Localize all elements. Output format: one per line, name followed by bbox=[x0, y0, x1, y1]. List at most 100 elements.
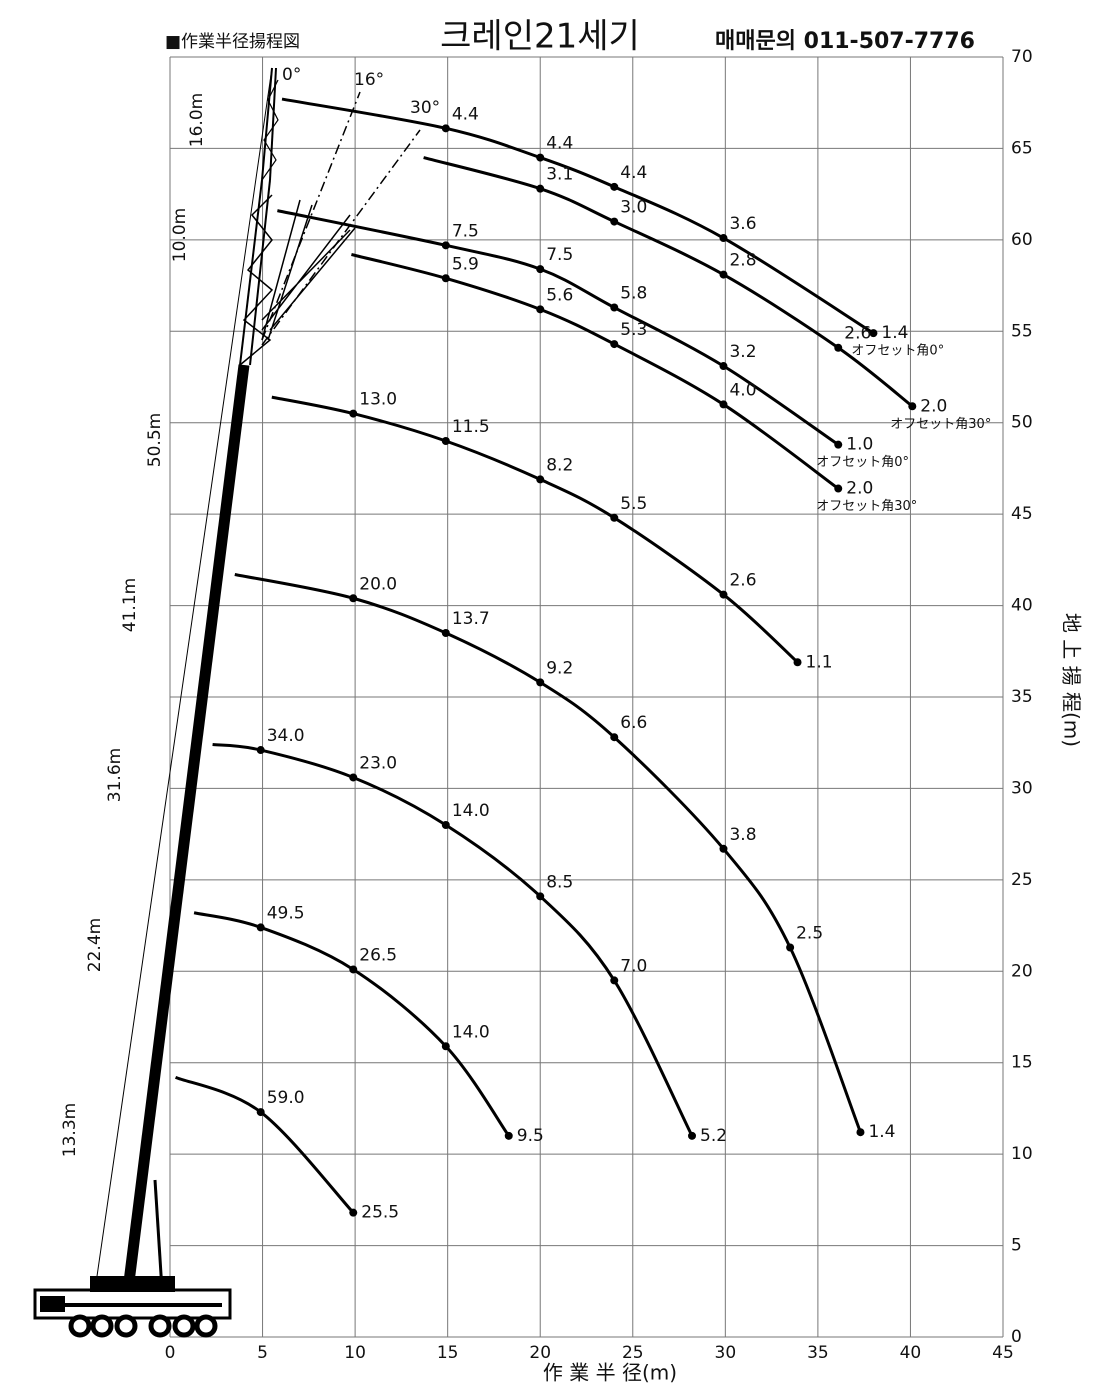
load-label: 5.5 bbox=[620, 494, 647, 514]
load-label: 9.2 bbox=[546, 658, 573, 678]
load-point bbox=[610, 303, 619, 312]
load-point bbox=[441, 241, 450, 250]
x-tick-label: 25 bbox=[622, 1343, 644, 1363]
boom-length-label: 22.4m bbox=[85, 918, 105, 972]
offset-note: オフセット角30° bbox=[816, 499, 917, 514]
y-tick-label: 50 bbox=[1011, 413, 1033, 433]
load-point bbox=[441, 437, 450, 445]
load-point bbox=[786, 943, 795, 952]
load-point bbox=[719, 362, 728, 371]
x-tick-label: 0 bbox=[165, 1343, 176, 1363]
x-tick-label: 5 bbox=[257, 1343, 268, 1363]
load-label: 1.4 bbox=[881, 323, 908, 343]
load-point bbox=[834, 343, 843, 352]
y-tick-label: 0 bbox=[1011, 1327, 1022, 1347]
load-point bbox=[441, 274, 450, 283]
boom-length-label: 13.3m bbox=[60, 1103, 80, 1157]
y-tick-label: 70 bbox=[1011, 47, 1033, 67]
load-point bbox=[856, 1128, 865, 1137]
boom-length-label: 16.0m bbox=[187, 93, 207, 147]
load-point bbox=[349, 1208, 358, 1217]
y-tick-label: 65 bbox=[1011, 138, 1033, 158]
load-point bbox=[793, 658, 802, 667]
y-tick-label: 45 bbox=[1011, 504, 1033, 524]
boom-length-label: 10.0m bbox=[170, 208, 190, 262]
load-curve bbox=[281, 97, 875, 335]
load-point bbox=[441, 821, 450, 829]
x-tick-label: 15 bbox=[437, 1343, 459, 1363]
load-point bbox=[441, 1042, 450, 1051]
load-label: 3.8 bbox=[729, 825, 756, 845]
x-tick-label: 20 bbox=[529, 1343, 551, 1363]
load-point bbox=[536, 678, 545, 687]
load-point bbox=[536, 153, 545, 162]
boom-length-label: 41.1m bbox=[120, 578, 140, 632]
chart-title: ■作業半径揚程図 bbox=[165, 32, 300, 52]
load-label: 2.5 bbox=[796, 924, 823, 944]
offset-angle-label: 0° bbox=[282, 65, 301, 85]
load-label: 7.0 bbox=[620, 956, 647, 976]
load-label: 5.9 bbox=[452, 254, 479, 274]
load-label: 34.0 bbox=[267, 726, 305, 746]
offset-note: オフセット角30° bbox=[890, 417, 991, 432]
load-point bbox=[504, 1131, 513, 1140]
load-label: 2.6 bbox=[844, 324, 871, 344]
load-label: 3.6 bbox=[729, 214, 756, 234]
load-point bbox=[349, 409, 358, 418]
load-label: 4.4 bbox=[452, 104, 479, 124]
load-label: 25.5 bbox=[361, 1203, 399, 1223]
x-axis-label: 作 業 半 径(m) bbox=[543, 1361, 677, 1385]
load-point bbox=[256, 746, 265, 755]
load-point bbox=[256, 923, 265, 932]
load-label: 59.0 bbox=[267, 1088, 305, 1108]
load-point bbox=[536, 184, 545, 193]
load-label: 7.5 bbox=[452, 221, 479, 241]
offset-note: オフセット角0° bbox=[816, 455, 909, 470]
load-label: 26.5 bbox=[359, 945, 397, 965]
load-point bbox=[719, 400, 728, 409]
load-label: 9.5 bbox=[517, 1126, 544, 1146]
load-label: 3.1 bbox=[546, 165, 573, 185]
y-tick-label: 55 bbox=[1011, 321, 1033, 341]
load-curve bbox=[212, 743, 694, 1137]
load-label: 2.8 bbox=[729, 251, 756, 271]
x-tick-label: 40 bbox=[900, 1343, 922, 1363]
contact: 매매문의 011-507-7776 bbox=[715, 29, 975, 54]
offset-angle-label: 16° bbox=[354, 70, 384, 90]
load-label: 8.5 bbox=[546, 872, 573, 892]
load-point bbox=[834, 484, 843, 493]
load-label: 14.0 bbox=[452, 1022, 490, 1042]
load-label: 13.7 bbox=[452, 609, 490, 629]
y-tick-label: 25 bbox=[1011, 870, 1033, 890]
y-tick-label: 60 bbox=[1011, 230, 1033, 250]
load-label: 49.5 bbox=[267, 903, 305, 923]
load-label: 5.3 bbox=[620, 320, 647, 340]
load-label: 4.0 bbox=[729, 380, 756, 400]
banner: 크레인21세기 bbox=[440, 17, 640, 57]
load-label: 3.2 bbox=[729, 342, 756, 362]
load-point bbox=[610, 976, 619, 985]
load-point bbox=[908, 402, 917, 411]
y-tick-label: 5 bbox=[1011, 1236, 1022, 1256]
load-label: 7.5 bbox=[546, 245, 573, 265]
x-tick-label: 45 bbox=[992, 1343, 1014, 1363]
y-tick-label: 40 bbox=[1011, 596, 1033, 616]
load-point bbox=[536, 475, 545, 484]
load-label: 1.1 bbox=[806, 652, 833, 672]
load-point bbox=[719, 234, 728, 243]
y-axis-label: 地 上 揚 程(m) bbox=[1060, 613, 1084, 747]
load-point bbox=[719, 590, 728, 599]
load-label: 2.0 bbox=[920, 396, 947, 416]
load-label: 13.0 bbox=[359, 390, 397, 410]
load-point bbox=[869, 329, 878, 338]
y-tick-label: 20 bbox=[1011, 961, 1033, 981]
load-point bbox=[349, 773, 358, 782]
load-label: 5.8 bbox=[620, 284, 647, 304]
x-tick-label: 35 bbox=[807, 1343, 829, 1363]
load-point bbox=[536, 305, 545, 314]
boom-length-label: 31.6m bbox=[105, 748, 125, 802]
load-label: 23.0 bbox=[359, 753, 397, 773]
load-label: 20.0 bbox=[359, 574, 397, 594]
